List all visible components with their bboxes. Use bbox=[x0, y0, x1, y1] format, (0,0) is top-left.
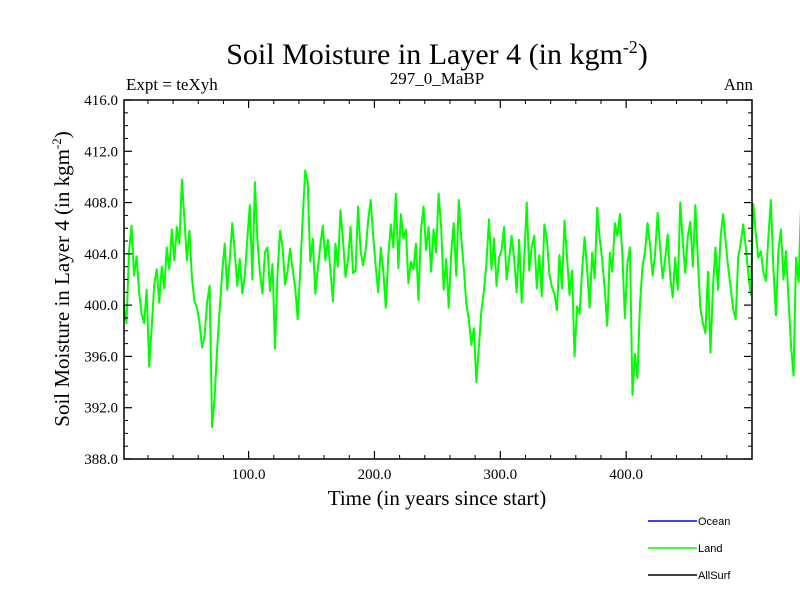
y-tick-label: 388.0 bbox=[84, 452, 118, 468]
x-axis-label: Time (in years since start) bbox=[328, 486, 547, 510]
y-axis-label: Soil Moisture in Layer 4 (in kgm-2) bbox=[49, 131, 74, 426]
plot-frame bbox=[123, 99, 753, 460]
y-axis-label-close: ) bbox=[50, 131, 74, 138]
y-tick-label: 396.0 bbox=[84, 349, 118, 365]
x-tick-label: 300.0 bbox=[483, 467, 517, 483]
y-tick-label: 392.0 bbox=[84, 401, 118, 417]
y-axis-label-main: Soil Moisture in Layer 4 (in kgm bbox=[50, 149, 74, 427]
x-tick-label: 100.0 bbox=[232, 467, 266, 483]
y-tick-label: 416.0 bbox=[84, 93, 118, 109]
subtitle-left: Expt = teXyh bbox=[126, 75, 218, 94]
legend-label-allsurf: AllSurf bbox=[698, 570, 731, 582]
chart-title-main: Soil Moisture in Layer 4 (in kgm bbox=[226, 38, 623, 71]
x-tick-label: 400.0 bbox=[609, 467, 643, 483]
subtitle-right: Ann bbox=[724, 75, 754, 94]
tick-labels-group: 388.0 392.0 396.0 400.0 404.0 408.0 412.0 416.0… bbox=[84, 93, 643, 483]
legend-label-ocean: Ocean bbox=[698, 516, 730, 528]
y-tick-label: 404.0 bbox=[84, 247, 118, 263]
chart-title-sup: -2 bbox=[623, 37, 638, 57]
chart-title: Soil Moisture in Layer 4 (in kgm-2) bbox=[226, 37, 648, 71]
ticks-group bbox=[124, 99, 752, 460]
chart-title-close: ) bbox=[638, 38, 648, 71]
legend-label-land: Land bbox=[698, 543, 722, 555]
y-axis-label-sup: -2 bbox=[49, 138, 64, 149]
series-line-land bbox=[123, 169, 800, 428]
y-tick-label: 400.0 bbox=[84, 298, 118, 314]
subtitle-center: 297_0_MaBP bbox=[390, 69, 484, 88]
x-tick-label: 200.0 bbox=[358, 467, 392, 483]
y-tick-label: 412.0 bbox=[84, 144, 118, 160]
legend: Ocean Land AllSurf bbox=[648, 516, 731, 582]
y-tick-label: 408.0 bbox=[84, 196, 118, 212]
series-group bbox=[123, 169, 800, 428]
